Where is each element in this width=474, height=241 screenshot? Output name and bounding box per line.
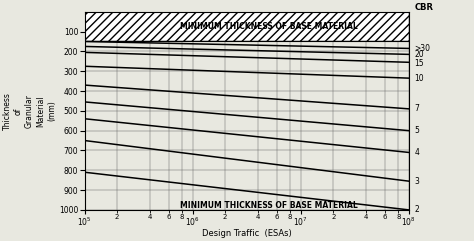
Text: MINIMUM THICKNESS OF BASE MATERIAL: MINIMUM THICKNESS OF BASE MATERIAL — [181, 201, 358, 210]
Text: 10: 10 — [414, 74, 424, 83]
Polygon shape — [84, 12, 409, 41]
X-axis label: Design Traffic  (ESAs): Design Traffic (ESAs) — [202, 229, 292, 238]
Text: 5: 5 — [414, 126, 419, 135]
Text: 15: 15 — [414, 59, 424, 68]
Text: 3: 3 — [414, 177, 419, 186]
Text: CBR: CBR — [414, 3, 433, 12]
Text: 20: 20 — [414, 50, 424, 59]
Text: MINIMUM THICKNESS OF BASE MATERIAL: MINIMUM THICKNESS OF BASE MATERIAL — [181, 22, 358, 31]
Text: >30: >30 — [414, 44, 430, 53]
Text: 7: 7 — [414, 104, 419, 113]
Text: 2: 2 — [414, 205, 419, 214]
Y-axis label: Thickness
of
Granular
Material
(mm): Thickness of Granular Material (mm) — [3, 92, 56, 130]
Text: 4: 4 — [414, 148, 419, 157]
